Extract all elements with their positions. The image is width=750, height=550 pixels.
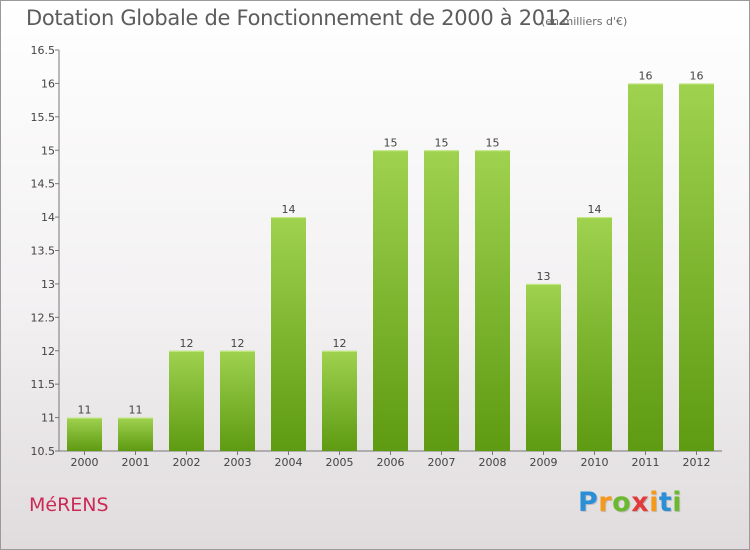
y-tick-label: 12.5	[31, 311, 56, 324]
logo-letter: i	[672, 487, 683, 518]
bar-top-edge	[475, 150, 510, 152]
logo-letter: x	[631, 487, 650, 518]
bar-top-edge	[271, 217, 306, 219]
bar-top-edge	[67, 417, 102, 419]
bar-top-edge	[628, 83, 663, 85]
y-tick-label: 14.5	[31, 178, 56, 191]
bar-2000	[67, 417, 102, 451]
value-label-2008: 15	[486, 136, 500, 149]
logo-letter: r	[598, 487, 613, 518]
value-label-2002: 12	[180, 337, 194, 350]
value-label-2006: 15	[384, 136, 398, 149]
bars: 11 11 12 12 14 12 15 15 15 13 14 16 16	[67, 69, 714, 452]
x-tick-label-2006: 2006	[377, 456, 405, 469]
x-tick-label-2001: 2001	[122, 456, 150, 469]
bar-top-edge	[118, 417, 153, 419]
x-tick-label-2004: 2004	[275, 456, 303, 469]
x-tick-label-2010: 2010	[581, 456, 609, 469]
y-tick-label: 16.5	[31, 44, 56, 57]
y-tick-label: 14	[41, 211, 55, 224]
y-tick-label: 15	[41, 144, 55, 157]
y-tick-label: 11	[41, 412, 55, 425]
logo-letter: P	[578, 487, 599, 518]
chart-subtitle: (en milliers d'€)	[541, 15, 628, 28]
value-label-2000: 11	[78, 404, 92, 417]
bar-top-edge	[424, 150, 459, 152]
value-label-2001: 11	[129, 404, 143, 417]
proxiti-logo: Proxiti	[578, 487, 682, 518]
bar-2002	[169, 350, 204, 451]
x-tick-label-2008: 2008	[479, 456, 507, 469]
bar-2006	[373, 150, 408, 451]
bar-top-edge	[679, 83, 714, 85]
bar-2001	[118, 417, 153, 451]
x-tick-label-2003: 2003	[224, 456, 252, 469]
y-tick-label: 16	[41, 77, 55, 90]
bar-top-edge	[169, 350, 204, 352]
value-label-2004: 14	[282, 203, 296, 216]
value-label-2011: 16	[639, 69, 653, 82]
bar-top-edge	[526, 283, 561, 285]
value-label-2007: 15	[435, 136, 449, 149]
x-tick-label-2012: 2012	[683, 456, 711, 469]
bar-2005	[322, 350, 357, 451]
x-tick-label-2002: 2002	[173, 456, 201, 469]
bar-2008	[475, 150, 510, 451]
y-tick-label: 13.5	[31, 245, 56, 258]
bar-2010	[577, 217, 612, 451]
value-label-2005: 12	[333, 337, 347, 350]
bar-2011	[628, 83, 663, 452]
x-tick-label-2000: 2000	[71, 456, 99, 469]
y-tick-label: 11.5	[31, 378, 56, 391]
x-tick-label-2007: 2007	[428, 456, 456, 469]
bar-2012	[679, 83, 714, 452]
logo-letter: o	[612, 487, 632, 518]
place-name: MéRENS	[29, 494, 109, 516]
y-tick-label: 13	[41, 278, 55, 291]
bar-top-edge	[322, 350, 357, 352]
bar-top-edge	[577, 217, 612, 219]
bar-top-edge	[220, 350, 255, 352]
x-tick-label-2005: 2005	[326, 456, 354, 469]
value-label-2012: 16	[690, 69, 704, 82]
logo-letter: t	[658, 487, 673, 518]
y-tick-label: 15.5	[31, 111, 56, 124]
value-label-2009: 13	[537, 270, 551, 283]
logo-letter: i	[649, 487, 659, 518]
y-tick-label: 10.5	[31, 445, 56, 458]
bar-2003	[220, 350, 255, 451]
bar-top-edge	[373, 150, 408, 152]
bar-2009	[526, 283, 561, 451]
y-tick-label: 12	[41, 345, 55, 358]
bar-2007	[424, 150, 459, 451]
value-label-2010: 14	[588, 203, 602, 216]
x-tick-label-2009: 2009	[530, 456, 558, 469]
bar-2004	[271, 217, 306, 451]
chart-title: Dotation Globale de Fonctionnement de 20…	[26, 6, 571, 30]
x-tick-label-2011: 2011	[632, 456, 660, 469]
value-label-2003: 12	[231, 337, 245, 350]
